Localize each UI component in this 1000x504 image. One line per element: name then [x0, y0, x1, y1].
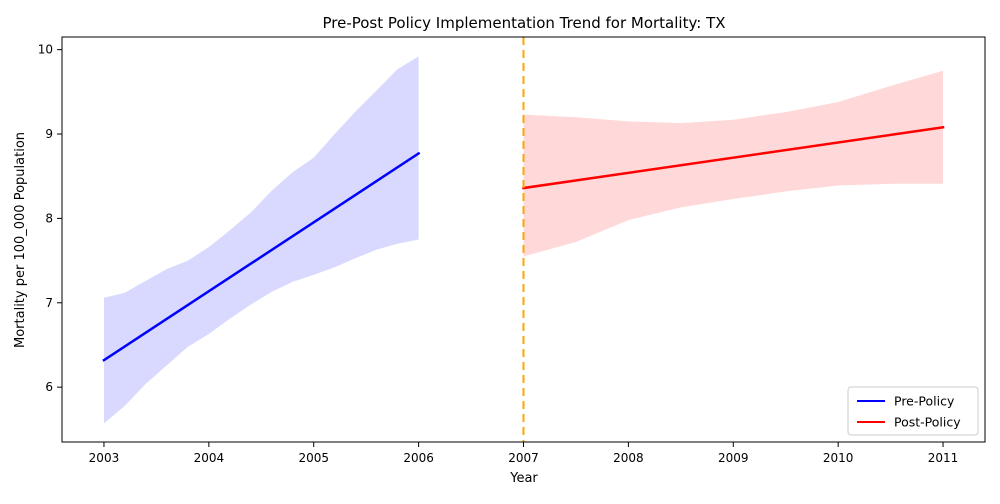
y-tick-label: 7 — [45, 296, 53, 310]
trend-line-post-policy — [522, 125, 945, 190]
legend-label: Pre-Policy — [894, 394, 955, 409]
y-tick-label: 6 — [45, 380, 53, 394]
y-tick-label: 8 — [45, 211, 53, 225]
x-tick-label: 2010 — [823, 451, 854, 465]
legend: Pre-Policy Post-Policy — [847, 386, 979, 436]
y-axis-label: Mortality per 100_000 Population — [13, 132, 28, 348]
x-tick-label: 2004 — [194, 451, 225, 465]
x-axis-label: Year — [509, 471, 538, 486]
confidence-band-pre-policy — [104, 56, 419, 424]
legend-label: Post-Policy — [894, 415, 961, 430]
x-tick-label: 2009 — [718, 451, 749, 465]
x-tick-label: 2003 — [89, 451, 120, 465]
y-tick-label: 10 — [38, 43, 53, 57]
x-tick-label: 2007 — [508, 451, 539, 465]
plot-area: 2003 2004 2005 2006 2007 2008 2009 2010 2011 6 7 8 9… — [38, 36, 986, 465]
x-tick-label: 2011 — [928, 451, 959, 465]
confidence-band-post-policy — [523, 70, 943, 257]
trend-line-pre-policy — [102, 151, 421, 362]
x-tick-label: 2005 — [298, 451, 329, 465]
y-tick-label: 9 — [45, 127, 53, 141]
chart-title: Pre-Post Policy Implementation Trend for… — [322, 14, 725, 32]
x-tick-label: 2008 — [613, 451, 644, 465]
x-tick-label: 2006 — [403, 451, 434, 465]
